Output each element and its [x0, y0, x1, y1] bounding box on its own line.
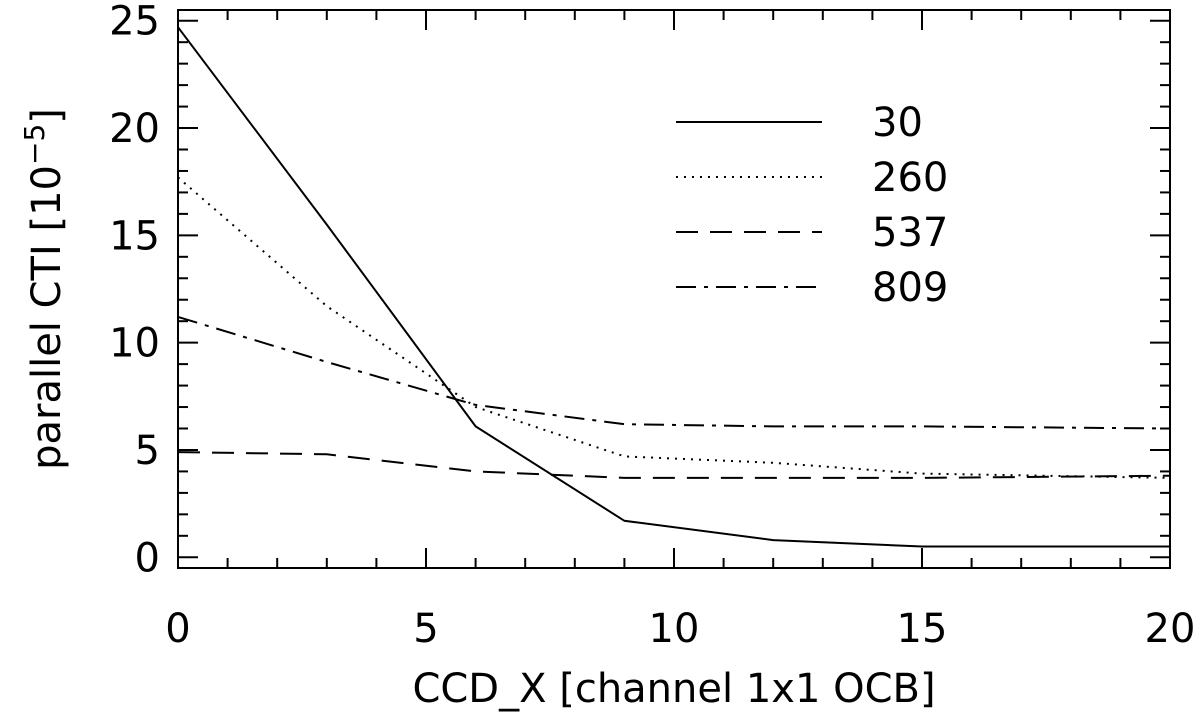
- legend-label-809: 809: [872, 265, 948, 311]
- legend-label-30: 30: [872, 100, 923, 146]
- y-tick-label: 10: [109, 321, 160, 367]
- x-tick-label: 0: [165, 606, 190, 652]
- legend: 30 260 537 809: [676, 100, 948, 311]
- x-tick-label: 20: [1145, 606, 1196, 652]
- y-tick-label: 15: [109, 213, 160, 259]
- y-tick-label: 25: [109, 0, 160, 45]
- x-tick-label: 15: [897, 606, 948, 652]
- legend-label-537: 537: [872, 210, 948, 256]
- y-axis-label-suffix: ]: [24, 108, 70, 124]
- y-axis-label-main: parallel CTI [10: [24, 165, 70, 470]
- x-tick-label: 5: [413, 606, 438, 652]
- series-lines: [177, 26, 1171, 548]
- series-line-809: [177, 315, 1171, 430]
- x-tick-label: 10: [649, 606, 700, 652]
- y-tick-label: 0: [135, 535, 160, 581]
- series-line-537: [177, 451, 1171, 479]
- y-axis-label-exponent: −5: [18, 124, 51, 165]
- y-tick-label: 5: [135, 428, 160, 474]
- legend-label-260: 260: [872, 155, 948, 201]
- y-tick-label: 20: [109, 106, 160, 152]
- series-line-260: [177, 176, 1171, 479]
- axis-ticks: [177, 10, 1171, 568]
- plot-frame: [177, 9, 1171, 569]
- tick-labels: 0 5 10 15 20 0 5 10 15 20 25: [109, 0, 1195, 652]
- series-line-30: [177, 26, 1170, 548]
- x-axis-label: CCD_X [channel 1x1 OCB]: [412, 666, 935, 712]
- y-axis-label: parallel CTI [10−5]: [18, 108, 71, 470]
